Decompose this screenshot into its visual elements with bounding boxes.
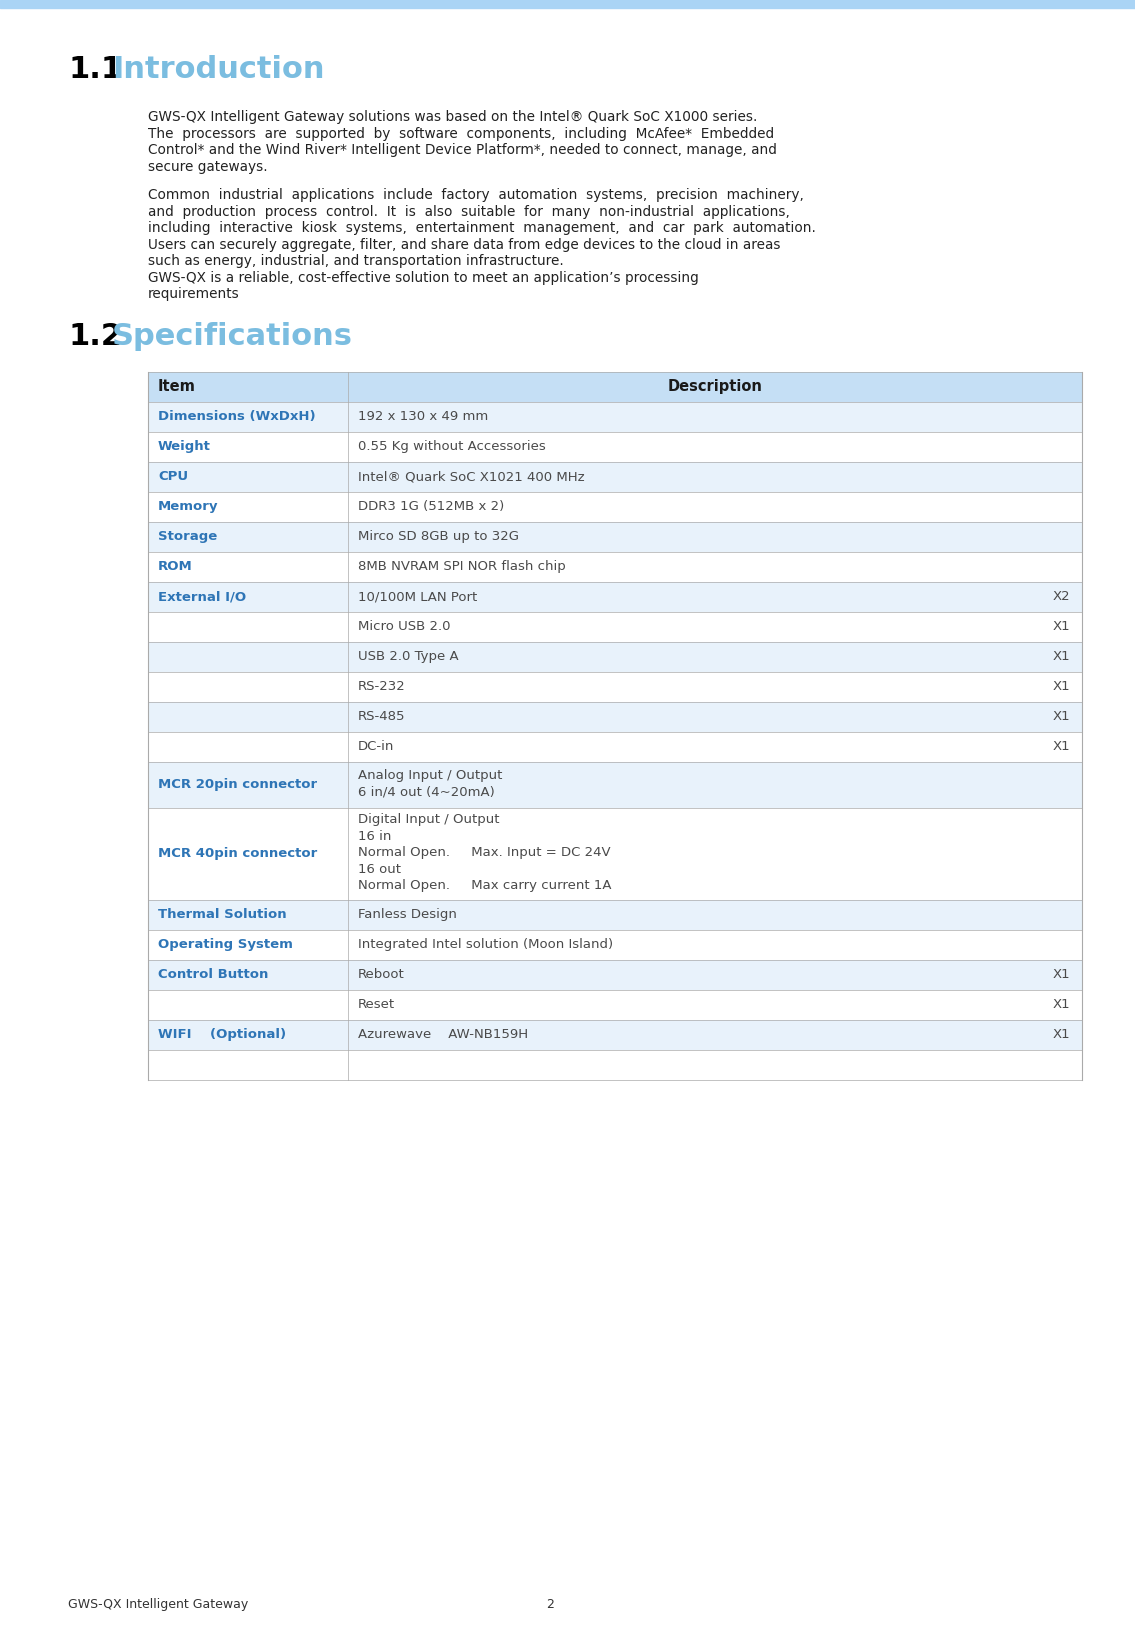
Text: X1: X1 — [1052, 650, 1070, 663]
Bar — [148, 642, 1082, 671]
Bar — [148, 552, 1082, 582]
Text: Thermal Solution: Thermal Solution — [158, 907, 287, 920]
Text: External I/O: External I/O — [158, 590, 246, 603]
Text: RS-232: RS-232 — [358, 679, 405, 692]
Text: 8MB NVRAM SPI NOR flash chip: 8MB NVRAM SPI NOR flash chip — [358, 560, 565, 573]
Bar — [148, 959, 1082, 989]
Text: Common  industrial  applications  include  factory  automation  systems,  precis: Common industrial applications include f… — [148, 187, 804, 202]
Text: 6 in/4 out (4~20mA): 6 in/4 out (4~20mA) — [358, 785, 495, 798]
Text: GWS-QX Intelligent Gateway: GWS-QX Intelligent Gateway — [68, 1598, 249, 1611]
Text: RS-485: RS-485 — [358, 710, 405, 723]
Bar — [148, 492, 1082, 521]
Text: 0.55 Kg without Accessories: 0.55 Kg without Accessories — [358, 440, 546, 453]
Text: Control* and the Wind River* Intelligent Device Platform*, needed to connect, ma: Control* and the Wind River* Intelligent… — [148, 143, 776, 156]
Bar — [148, 432, 1082, 461]
Text: MCR 20pin connector: MCR 20pin connector — [158, 779, 317, 792]
Bar — [148, 1049, 1082, 1080]
Text: ROM: ROM — [158, 560, 193, 573]
Bar — [148, 461, 1082, 492]
Text: 16 in: 16 in — [358, 829, 392, 842]
Text: such as energy, industrial, and transportation infrastructure.: such as energy, industrial, and transpor… — [148, 254, 564, 269]
Text: GWS-QX Intelligent Gateway solutions was based on the Intel® Quark SoC X1000 ser: GWS-QX Intelligent Gateway solutions was… — [148, 111, 757, 124]
Text: X1: X1 — [1052, 621, 1070, 634]
Text: MCR 40pin connector: MCR 40pin connector — [158, 847, 318, 860]
Text: Mirco SD 8GB up to 32G: Mirco SD 8GB up to 32G — [358, 529, 519, 542]
Text: Reboot: Reboot — [358, 968, 405, 981]
Bar — [148, 702, 1082, 731]
Bar — [148, 1020, 1082, 1049]
Bar — [148, 521, 1082, 552]
Bar — [148, 731, 1082, 761]
Text: WIFI    (Optional): WIFI (Optional) — [158, 1028, 286, 1041]
Text: Dimensions (WxDxH): Dimensions (WxDxH) — [158, 411, 316, 424]
Text: Description: Description — [667, 380, 763, 394]
Text: USB 2.0 Type A: USB 2.0 Type A — [358, 650, 459, 663]
Text: X1: X1 — [1052, 740, 1070, 753]
Text: 1.2: 1.2 — [68, 321, 121, 350]
Text: Azurewave    AW-NB159H: Azurewave AW-NB159H — [358, 1028, 528, 1041]
Text: Normal Open.     Max. Input = DC 24V: Normal Open. Max. Input = DC 24V — [358, 845, 611, 858]
Text: Introduction: Introduction — [112, 55, 325, 85]
Bar — [148, 371, 1082, 401]
Text: Specifications: Specifications — [112, 321, 353, 350]
Text: The  processors  are  supported  by  software  components,  including  McAfee*  : The processors are supported by software… — [148, 127, 774, 140]
Bar — [148, 582, 1082, 611]
Text: and  production  process  control.  It  is  also  suitable  for  many  non-indus: and production process control. It is al… — [148, 205, 790, 218]
Bar — [148, 401, 1082, 432]
Bar — [148, 761, 1082, 808]
Bar — [148, 989, 1082, 1020]
Text: Reset: Reset — [358, 999, 395, 1012]
Text: Control Button: Control Button — [158, 968, 268, 981]
Text: Integrated Intel solution (Moon Island): Integrated Intel solution (Moon Island) — [358, 938, 613, 951]
Text: 192 x 130 x 49 mm: 192 x 130 x 49 mm — [358, 411, 488, 424]
Text: X1: X1 — [1052, 999, 1070, 1012]
Text: DDR3 1G (512MB x 2): DDR3 1G (512MB x 2) — [358, 500, 504, 513]
Text: Storage: Storage — [158, 529, 217, 542]
Text: Operating System: Operating System — [158, 938, 293, 951]
Text: Micro USB 2.0: Micro USB 2.0 — [358, 621, 451, 634]
Text: 2: 2 — [546, 1598, 554, 1611]
Text: X1: X1 — [1052, 679, 1070, 692]
Text: DC-in: DC-in — [358, 740, 394, 753]
Text: X1: X1 — [1052, 1028, 1070, 1041]
Text: Fanless Design: Fanless Design — [358, 907, 457, 920]
Text: GWS-QX is a reliable, cost-effective solution to meet an application’s processin: GWS-QX is a reliable, cost-effective sol… — [148, 270, 699, 285]
Text: 10/100M LAN Port: 10/100M LAN Port — [358, 590, 477, 603]
Text: Weight: Weight — [158, 440, 211, 453]
Bar — [148, 930, 1082, 959]
Text: including  interactive  kiosk  systems,  entertainment  management,  and  car  p: including interactive kiosk systems, ent… — [148, 222, 816, 235]
Text: secure gateways.: secure gateways. — [148, 160, 268, 174]
Text: 16 out: 16 out — [358, 862, 401, 875]
Text: 1.1: 1.1 — [68, 55, 123, 85]
Text: CPU: CPU — [158, 471, 188, 484]
Bar — [148, 899, 1082, 930]
Bar — [148, 671, 1082, 702]
Text: X2: X2 — [1052, 590, 1070, 603]
Text: X1: X1 — [1052, 968, 1070, 981]
Text: Memory: Memory — [158, 500, 219, 513]
Bar — [148, 611, 1082, 642]
Text: Intel® Quark SoC X1021 400 MHz: Intel® Quark SoC X1021 400 MHz — [358, 471, 585, 484]
Text: Users can securely aggregate, filter, and share data from edge devices to the cl: Users can securely aggregate, filter, an… — [148, 238, 781, 251]
Text: Analog Input / Output: Analog Input / Output — [358, 769, 503, 782]
Text: Digital Input / Output: Digital Input / Output — [358, 813, 499, 826]
Text: X1: X1 — [1052, 710, 1070, 723]
Bar — [148, 808, 1082, 899]
Text: Item: Item — [158, 380, 196, 394]
Text: Normal Open.     Max carry current 1A: Normal Open. Max carry current 1A — [358, 880, 612, 893]
Text: requirements: requirements — [148, 287, 239, 301]
Bar — [0, 0, 1135, 8]
